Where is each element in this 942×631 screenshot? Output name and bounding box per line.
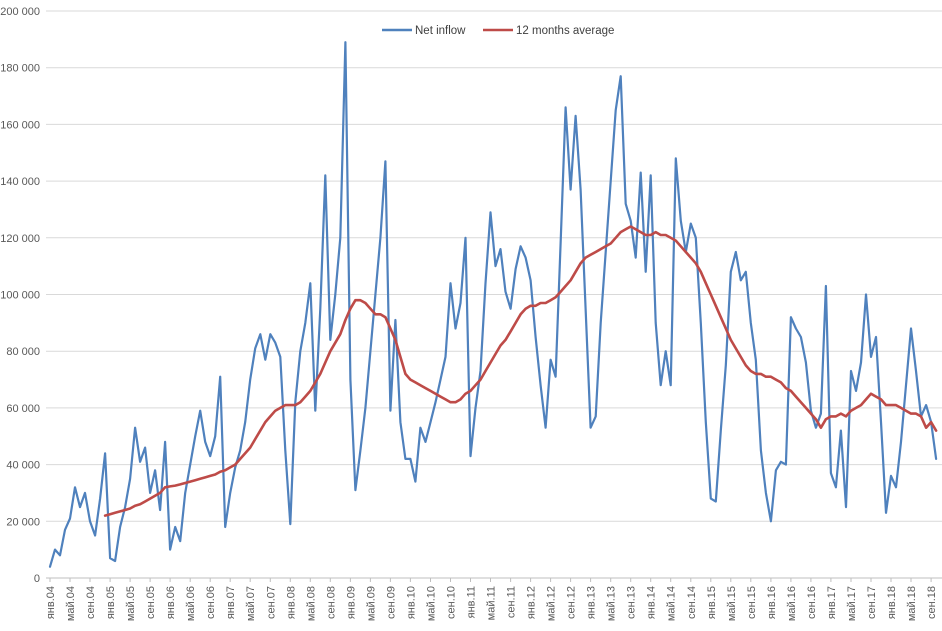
x-tick-label: янв.16 bbox=[766, 586, 778, 619]
x-tick-label: сен.11 bbox=[506, 586, 518, 618]
x-tick-label: май.15 bbox=[726, 586, 738, 621]
x-tick-label: сен.13 bbox=[626, 586, 638, 619]
x-tick-label: сен.14 bbox=[686, 586, 698, 619]
legend: Net inflow 12 months average bbox=[382, 25, 614, 37]
x-tick-label: май.06 bbox=[185, 586, 197, 621]
x-tick-label: янв.15 bbox=[706, 586, 718, 619]
x-tick-label: янв.14 bbox=[646, 586, 658, 619]
x-tick-label: май.11 bbox=[486, 586, 498, 620]
x-tick-label: янв.10 bbox=[405, 586, 417, 619]
x-tick-label: май.07 bbox=[245, 586, 257, 621]
x-tick-label: май.10 bbox=[426, 586, 438, 621]
y-tick-label: 20 000 bbox=[6, 516, 40, 528]
y-tick-label: 200 000 bbox=[0, 6, 40, 18]
series-layer bbox=[48, 41, 938, 568]
x-tick-label: сен.10 bbox=[446, 586, 458, 619]
y-tick-label: 60 000 bbox=[6, 403, 40, 415]
x-tick-label: янв.08 bbox=[285, 586, 297, 619]
net-inflow-line bbox=[48, 41, 938, 568]
x-tick-label: сен.09 bbox=[385, 586, 397, 619]
x-tick-label: янв.07 bbox=[225, 586, 237, 619]
x-tick-label: май.05 bbox=[125, 586, 137, 621]
x-tick-label: сен.05 bbox=[145, 586, 157, 619]
x-tick-label: май.14 bbox=[666, 586, 678, 621]
x-tick-label: янв.05 bbox=[105, 586, 117, 619]
x-tick-label: янв.12 bbox=[526, 586, 538, 619]
x-tick-label: сен.18 bbox=[926, 586, 938, 619]
y-tick-label: 100 000 bbox=[0, 290, 40, 302]
x-tick-label: янв.11 bbox=[466, 586, 478, 618]
x-axis-labels: янв.04 май.04 сен.04 янв.05 май.05 сен.05 янв.… bbox=[45, 578, 938, 621]
legend-label-net-inflow: Net inflow bbox=[415, 25, 466, 37]
y-tick-label: 160 000 bbox=[0, 119, 40, 131]
x-tick-label: сен.17 bbox=[866, 586, 878, 619]
x-tick-label: сен.08 bbox=[325, 586, 337, 619]
x-tick-label: май.13 bbox=[606, 586, 618, 621]
y-tick-label: 40 000 bbox=[6, 460, 40, 472]
x-tick-label: сен.06 bbox=[205, 586, 217, 619]
y-axis-labels: 0 20 000 40 000 60 000 80 000 100 000 120 000 1… bbox=[0, 6, 40, 585]
x-tick-label: сен.12 bbox=[566, 586, 578, 619]
x-tick-label: май.17 bbox=[846, 586, 858, 621]
twelve-month-average-line bbox=[103, 225, 938, 517]
x-tick-label: май.12 bbox=[546, 586, 558, 621]
x-tick-label: май.09 bbox=[365, 586, 377, 621]
x-tick-label: сен.07 bbox=[265, 586, 277, 619]
x-tick-label: май.16 bbox=[786, 586, 798, 621]
y-tick-label: 80 000 bbox=[6, 346, 40, 358]
x-tick-label: сен.16 bbox=[806, 586, 818, 619]
gridlines-layer bbox=[46, 10, 942, 579]
x-tick-label: янв.04 bbox=[45, 586, 57, 619]
y-tick-label: 0 bbox=[34, 573, 40, 585]
x-tick-label: янв.18 bbox=[886, 586, 898, 619]
x-tick-label: май.04 bbox=[65, 586, 77, 621]
y-tick-label: 120 000 bbox=[0, 233, 40, 245]
x-tick-label: май.18 bbox=[906, 586, 918, 621]
x-tick-label: сен.15 bbox=[746, 586, 758, 619]
x-tick-label: май.08 bbox=[305, 586, 317, 621]
x-tick-label: янв.13 bbox=[586, 586, 598, 619]
y-tick-label: 140 000 bbox=[0, 176, 40, 188]
legend-label-12-months-average: 12 months average bbox=[516, 25, 614, 37]
x-tick-label: янв.17 bbox=[826, 586, 838, 619]
y-tick-label: 180 000 bbox=[0, 63, 40, 75]
x-tick-label: сен.04 bbox=[85, 586, 97, 619]
x-tick-label: янв.06 bbox=[165, 586, 177, 619]
x-tick-label: янв.09 bbox=[345, 586, 357, 619]
